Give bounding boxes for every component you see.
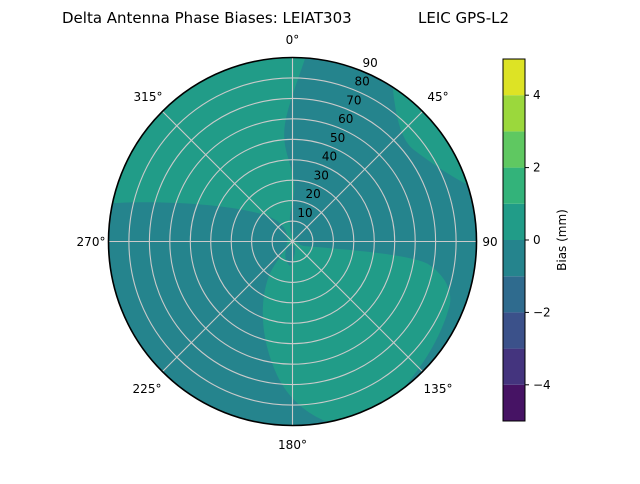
theta-label-135: 135° — [424, 382, 453, 396]
r-label-60: 60 — [338, 112, 353, 126]
colorbar-segment-3 — [503, 276, 525, 313]
colorbar-axis-label: Bias (mm) — [555, 209, 569, 271]
r-label-90: 90 — [363, 56, 378, 70]
colorbar-segment-4 — [503, 240, 525, 277]
r-label-30: 30 — [314, 169, 329, 183]
colorbar-segment-8 — [503, 95, 525, 132]
colorbar-tick-label-neg4: −4 — [533, 378, 551, 392]
colorbar-tick-label-neg2: −2 — [533, 305, 551, 319]
colorbar-segment-1 — [503, 348, 525, 385]
r-label-40: 40 — [322, 150, 337, 164]
theta-label-90: 90 — [482, 235, 497, 249]
theta-label-270: 270° — [77, 235, 106, 249]
colorbar-segment-5 — [503, 203, 525, 240]
theta-label-180: 180° — [278, 438, 307, 452]
theta-label-0: 0° — [286, 33, 300, 47]
r-label-50: 50 — [330, 131, 345, 145]
polar-plot: 0° 45° 90 135° 180° 225° 270° 315° 10 20… — [77, 33, 498, 452]
colorbar-segment-6 — [503, 167, 525, 204]
colorbar-tick-label-0: 0 — [533, 233, 541, 247]
colorbar: 4 2 0 −2 −4 Bias (mm) — [502, 58, 569, 422]
contour-band-positive-45deg-wedge — [392, 87, 468, 185]
r-label-10: 10 — [297, 206, 312, 220]
polar-outer-spine — [107, 56, 478, 427]
chart-title-right: LEIC GPS-L2 — [418, 9, 509, 27]
theta-label-315: 315° — [134, 90, 163, 104]
colorbar-segment-2 — [503, 312, 525, 349]
colorbar-segment-0 — [503, 384, 525, 421]
grid-spoke-135-315 — [162, 111, 423, 372]
colorbar-segment-9 — [503, 59, 525, 96]
chart-title-left: Delta Antenna Phase Biases: LEIAT303 — [62, 9, 352, 27]
contour-band-negative-southwest-lobe — [108, 202, 328, 426]
r-label-80: 80 — [354, 75, 369, 89]
colorbar-segment-7 — [503, 131, 525, 168]
r-label-20: 20 — [306, 187, 321, 201]
colorbar-tick-label-4: 4 — [533, 88, 541, 102]
colorbar-tick-label-2: 2 — [533, 161, 541, 175]
theta-label-45: 45° — [427, 90, 448, 104]
theta-label-225: 225° — [133, 382, 162, 396]
r-label-70: 70 — [346, 94, 361, 108]
